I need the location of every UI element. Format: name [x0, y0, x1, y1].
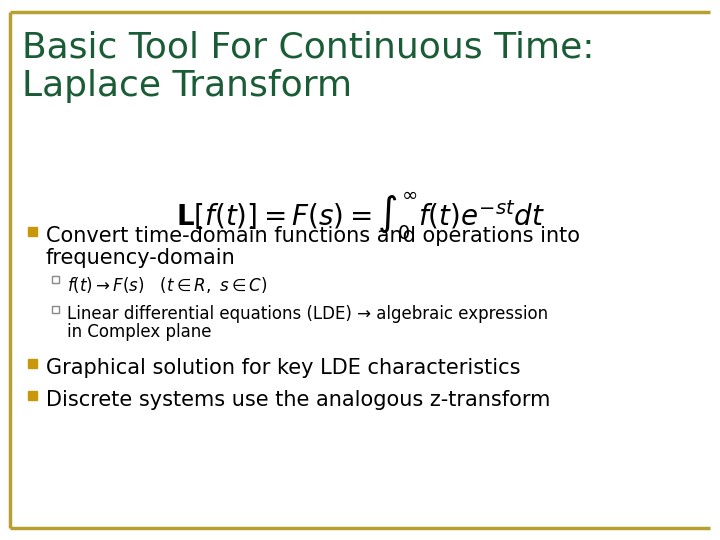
Bar — [28, 227, 37, 236]
Text: in Complex plane: in Complex plane — [67, 323, 212, 341]
Bar — [52, 276, 59, 283]
Text: $\mathbf{L}[f(t)] = F(s) = \int_0^{\infty} f(t)e^{-st}dt$: $\mathbf{L}[f(t)] = F(s) = \int_0^{\inft… — [176, 190, 544, 242]
Bar — [28, 391, 37, 400]
Text: $f(t) \rightarrow F(s)$   $(t\in R,\ s\in C)$: $f(t) \rightarrow F(s)$ $(t\in R,\ s\in … — [67, 275, 268, 295]
Text: Convert time-domain functions and operations into: Convert time-domain functions and operat… — [46, 226, 580, 246]
Text: Discrete systems use the analogous z-transform: Discrete systems use the analogous z-tra… — [46, 390, 550, 410]
Text: Linear differential equations (LDE) → algebraic expression: Linear differential equations (LDE) → al… — [67, 305, 548, 323]
Bar — [28, 359, 37, 368]
Text: Basic Tool For Continuous Time:
Laplace Transform: Basic Tool For Continuous Time: Laplace … — [22, 30, 595, 103]
Text: Graphical solution for key LDE characteristics: Graphical solution for key LDE character… — [46, 358, 521, 378]
Bar — [52, 306, 59, 313]
Text: frequency-domain: frequency-domain — [46, 248, 235, 268]
